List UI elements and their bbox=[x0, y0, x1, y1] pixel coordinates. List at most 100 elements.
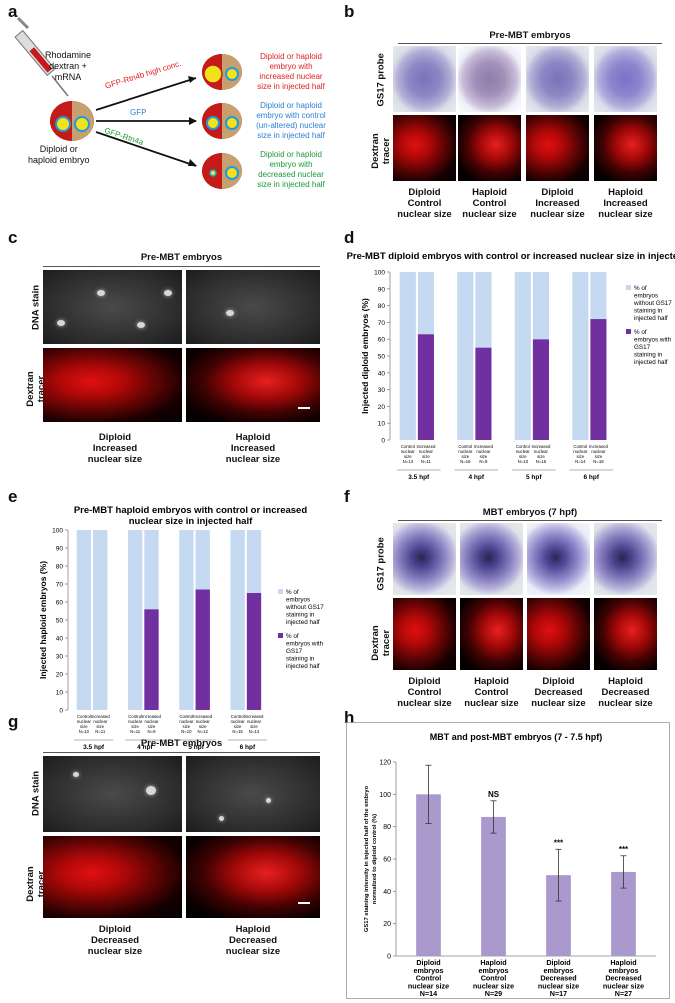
panel-label-c: c bbox=[8, 228, 18, 247]
panel-label-d: d bbox=[344, 228, 355, 247]
bar-without-gs17 bbox=[93, 530, 108, 710]
bar-without-gs17 bbox=[532, 272, 549, 340]
y-tick-label: 40 bbox=[378, 370, 386, 377]
f-col-1: Diploid Control nuclear size bbox=[397, 676, 452, 709]
group-label: 5 hpf bbox=[188, 744, 204, 750]
y-tick-label: 10 bbox=[56, 690, 64, 697]
y-tick-label: 10 bbox=[378, 421, 386, 428]
scale-bar bbox=[298, 407, 310, 409]
y-tick-label: 0 bbox=[387, 954, 391, 961]
y-axis-label: Injected diploid embryos (%) bbox=[360, 298, 370, 414]
y-tick-label: 30 bbox=[56, 654, 64, 661]
bar-label: Increased nuclear size N=9 bbox=[142, 714, 161, 734]
y-tick-label: 80 bbox=[56, 564, 64, 571]
g-dna-image-1 bbox=[43, 756, 182, 832]
panel-label-f: f bbox=[344, 487, 350, 506]
result-increased: Diploid or haploid embryo with increased… bbox=[257, 52, 325, 91]
bar-label: Control nuclear size N=16 bbox=[458, 444, 473, 464]
panel-b-row-gs17: GS17 probe bbox=[375, 53, 387, 107]
panel-g-row-dna: DNA stain bbox=[30, 770, 42, 817]
bar-without-gs17 bbox=[457, 272, 474, 440]
c-dextran-image-1 bbox=[43, 348, 182, 422]
group-label: 5 hpf bbox=[526, 474, 542, 481]
bar-label: Increased nuclear size N=18 bbox=[589, 444, 608, 464]
y-tick-label: 40 bbox=[56, 636, 64, 643]
category-label: Diploid embryos Decreased nuclear size N=17 bbox=[538, 958, 579, 998]
y-tick-label: 100 bbox=[379, 792, 391, 799]
category-label: Diploid embryos Control nuclear size N=14 bbox=[408, 958, 449, 998]
bar-label: Control nuclear size N=13 bbox=[516, 444, 531, 464]
g-dextran-image-2 bbox=[186, 836, 320, 918]
y-tick-label: 20 bbox=[56, 672, 64, 679]
y-tick-label: 0 bbox=[59, 708, 63, 715]
chart-d: Pre-MBT diploid embryos with control or … bbox=[347, 251, 675, 481]
f-dextran-image-2 bbox=[460, 598, 523, 670]
b-dextran-image-1 bbox=[393, 115, 456, 181]
g-col-1: Diploid Decreased nuclear size bbox=[87, 924, 143, 957]
y-tick-label: 60 bbox=[383, 857, 391, 864]
panel-b-title-line bbox=[398, 43, 662, 44]
b-col-2: Haploid Control nuclear size bbox=[462, 187, 517, 220]
y-tick-label: 70 bbox=[378, 320, 386, 327]
chart-title: nuclear size in injected half bbox=[129, 516, 253, 527]
bar-label: Control nuclear size N=10 bbox=[179, 714, 194, 734]
group-label: 4 hpf bbox=[468, 474, 484, 481]
result-control: Diploid or haploid embryo with control (… bbox=[256, 101, 326, 140]
y-tick-label: 100 bbox=[52, 528, 63, 535]
c-dna-image-2 bbox=[186, 270, 320, 344]
f-gs17-image-2 bbox=[460, 523, 523, 595]
c-dextran-image-2 bbox=[186, 348, 320, 422]
g-dna-image-2 bbox=[186, 756, 320, 832]
g-dextran-image-1 bbox=[43, 836, 182, 918]
panel-c-title: Pre-MBT embryos bbox=[140, 252, 223, 263]
panel-a-schematic bbox=[14, 16, 242, 189]
bar-label: Control nuclear size N=10 bbox=[77, 714, 92, 734]
y-tick-label: 80 bbox=[378, 303, 386, 310]
f-col-3: Diploid Decreased nuclear size bbox=[531, 676, 586, 709]
bar-label: Control nuclear size N=15 bbox=[231, 714, 246, 734]
chart-title: Pre-MBT haploid embryos with control or … bbox=[74, 505, 308, 516]
g-col-2: Haploid Decreased nuclear size bbox=[225, 924, 281, 957]
c-col-1: Diploid Increased nuclear size bbox=[87, 432, 143, 465]
group-label: 3.5 hpf bbox=[408, 474, 430, 481]
legend-swatch-with bbox=[278, 633, 283, 638]
panel-g-title: Pre-MBT embryos bbox=[140, 738, 223, 749]
embryo-control-icon bbox=[202, 103, 242, 139]
bar-without-gs17 bbox=[195, 530, 210, 590]
legend-with: % of embryos with GS17 staining in injected … bbox=[286, 633, 324, 670]
y-tick-label: 20 bbox=[378, 404, 386, 411]
chart-h: MBT and post-MBT embryos (7 - 7.5 hpf) 0 2… bbox=[346, 722, 670, 999]
b-dextran-image-2 bbox=[458, 115, 521, 181]
bar-label: Control nuclear size N=11 bbox=[128, 714, 143, 734]
bar-without-gs17 bbox=[179, 530, 194, 710]
bar-without-gs17 bbox=[514, 272, 531, 440]
legend-without: % of embryos without GS17 staining in inject… bbox=[633, 285, 672, 322]
bar-with-gs17 bbox=[532, 339, 549, 440]
category-label: Haploid embryos Decreased nuclear size N=27 bbox=[603, 958, 644, 998]
bar-label: Increased nuclear size N=9 bbox=[474, 444, 493, 464]
y-axis-label: Injected haploid embryos (%) bbox=[38, 561, 48, 679]
panel-label-e: e bbox=[8, 487, 18, 506]
f-gs17-image-3 bbox=[527, 523, 590, 595]
bar-without-gs17 bbox=[590, 272, 607, 320]
y-tick-label: 100 bbox=[374, 270, 385, 277]
bar-without-gs17 bbox=[76, 530, 92, 710]
b-col-4: Haploid Increased nuclear size bbox=[598, 187, 653, 220]
panel-label-g: g bbox=[8, 712, 19, 731]
bar-without-gs17 bbox=[417, 272, 434, 335]
c-col-2: Haploid Increased nuclear size bbox=[225, 432, 281, 465]
c-dna-image-1 bbox=[43, 270, 182, 344]
bar-label: Control nuclear size N=14 bbox=[573, 444, 588, 464]
b-dextran-image-4 bbox=[594, 115, 657, 181]
group-label: 3.5 hpf bbox=[83, 744, 105, 750]
bar-label: Control nuclear size N=13 bbox=[401, 444, 416, 464]
panel-c-title-line bbox=[43, 266, 320, 267]
legend-with: % of embryos with GS17 staining in injected … bbox=[634, 329, 672, 366]
f-col-4: Haploid Decreased nuclear size bbox=[598, 676, 653, 709]
arrow-label-gfp: GFP bbox=[130, 108, 147, 117]
group-label: 6 hpf bbox=[583, 474, 599, 481]
panel-label-h: h bbox=[344, 708, 355, 727]
panel-c-row-dna: DNA stain bbox=[30, 284, 42, 331]
embryo-increased-icon bbox=[202, 54, 242, 90]
significance-label: *** bbox=[619, 845, 629, 854]
